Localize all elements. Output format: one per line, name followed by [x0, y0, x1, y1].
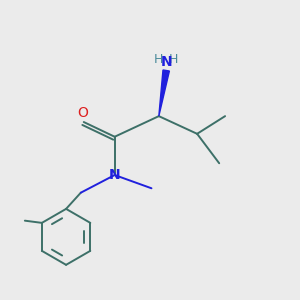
Text: N: N — [160, 55, 172, 69]
Text: N: N — [109, 168, 121, 182]
Text: O: O — [77, 106, 88, 120]
Polygon shape — [159, 70, 170, 116]
Text: H: H — [169, 53, 178, 66]
Text: H: H — [154, 53, 164, 66]
